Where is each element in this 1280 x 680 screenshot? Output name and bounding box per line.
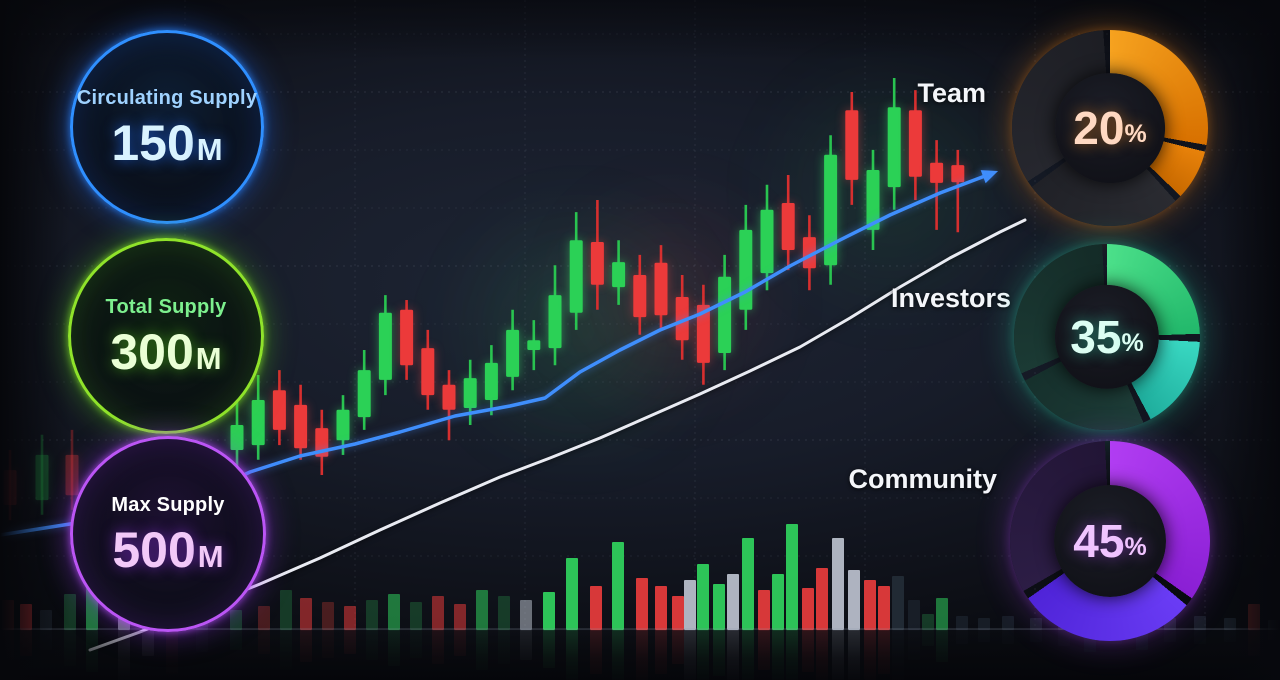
allocation-label-team: Team xyxy=(917,78,986,108)
badge-label: Total Supply xyxy=(105,295,227,318)
badge-value-unit: M xyxy=(196,131,223,167)
donut-hole xyxy=(1054,284,1160,390)
supply-badge-total: Total Supply 300 M xyxy=(68,238,264,434)
trend-arrow-head xyxy=(980,170,999,184)
badge-label: Max Supply xyxy=(111,493,225,516)
allocation-donut-team: 20 % xyxy=(1012,30,1208,226)
badge-value-unit: M xyxy=(197,538,224,574)
donut-hole xyxy=(1055,73,1165,183)
donut-value-number: 35 xyxy=(1070,311,1122,363)
badge-value-number: 300 xyxy=(110,323,194,380)
donut-value-unit: % xyxy=(1121,328,1144,357)
donut-value: 20 % xyxy=(1012,30,1208,226)
badge-value: 500 M xyxy=(112,525,223,575)
badge-value-number: 150 xyxy=(111,114,195,171)
badge-value-number: 500 xyxy=(112,521,196,578)
allocation-donut-community: 45 % xyxy=(1010,441,1210,641)
donut-hole xyxy=(1054,485,1166,597)
supply-badge-circulating: Circulating Supply 150 M xyxy=(70,30,264,224)
donut-value: 35 % xyxy=(1014,244,1200,430)
donut-value-unit: % xyxy=(1124,532,1147,561)
candles xyxy=(230,77,965,476)
badge-label: Circulating Supply xyxy=(76,86,258,109)
donut-value-unit: % xyxy=(1124,119,1147,148)
donut-value-number: 20 xyxy=(1073,102,1125,154)
allocation-donut-investors: 35 % xyxy=(1014,244,1200,430)
allocation-label-investors: Investors xyxy=(890,283,1011,313)
badge-value-unit: M xyxy=(195,340,222,376)
allocation-label-community: Community xyxy=(848,464,998,494)
donut-value-number: 45 xyxy=(1073,515,1125,567)
supply-badge-max: Max Supply 500 M xyxy=(70,436,266,632)
badge-value: 150 M xyxy=(111,118,222,168)
donut-value: 45 % xyxy=(1010,441,1210,641)
badge-value: 300 M xyxy=(110,327,221,377)
